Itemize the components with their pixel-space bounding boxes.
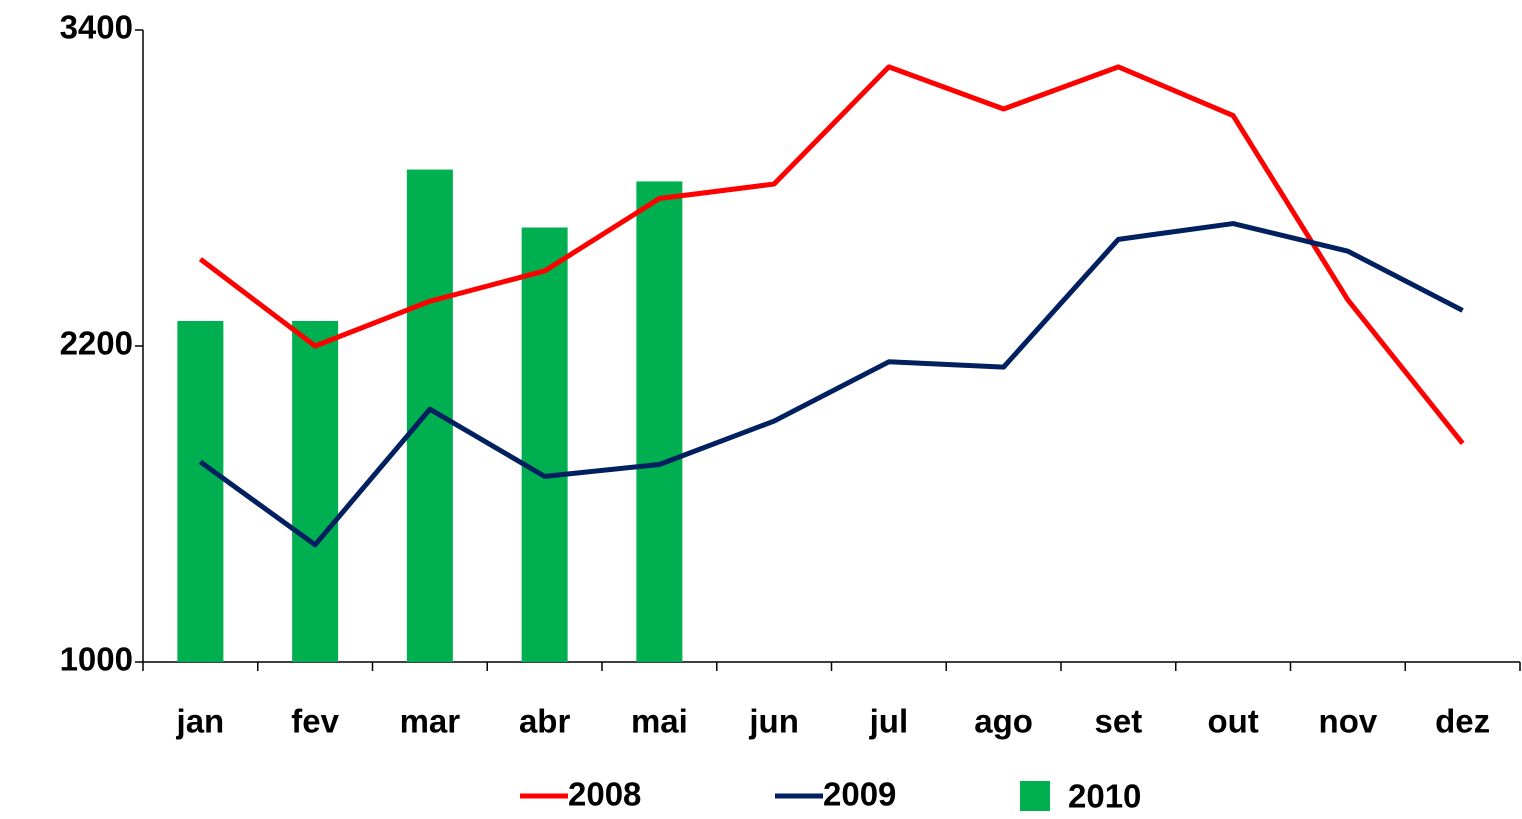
legend-label: 2010 — [1068, 778, 1141, 814]
x-tick-label: dez — [1435, 703, 1490, 740]
x-tick-label: out — [1207, 703, 1258, 740]
legend-swatch — [1020, 781, 1050, 811]
x-tick-label: abr — [519, 703, 571, 740]
y-tick-label: 3400 — [60, 9, 133, 46]
x-tick-label: set — [1095, 703, 1143, 740]
line — [198, 221, 1464, 548]
bar — [292, 320, 339, 662]
y-tick-label: 1000 — [60, 641, 133, 678]
x-tick-label: nov — [1319, 703, 1378, 740]
bar — [636, 181, 683, 662]
x-tick-label: jun — [748, 703, 798, 740]
legend-label: 2008 — [568, 776, 641, 813]
x-tick-label: jan — [176, 703, 225, 740]
x-tick-label: fev — [291, 703, 339, 740]
x-tick-label: ago — [974, 703, 1033, 740]
legend-label: 2009 — [823, 776, 896, 813]
x-tick-label: mai — [631, 703, 688, 740]
y-tick-label: 2200 — [60, 325, 133, 362]
bar — [521, 227, 568, 662]
x-tick-label: mar — [400, 703, 461, 740]
line — [198, 64, 1465, 445]
bar — [177, 320, 224, 662]
x-tick-label: jul — [869, 703, 909, 740]
